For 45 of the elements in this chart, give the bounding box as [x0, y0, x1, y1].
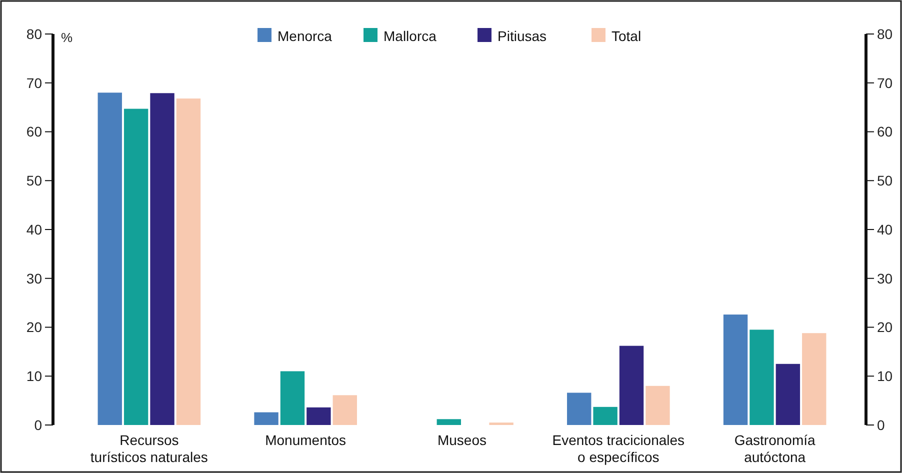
y-tick-label: 80: [26, 26, 42, 42]
y-tick-label: 0: [34, 416, 42, 433]
x-tick-label: Museos: [437, 432, 487, 448]
y2-tick-label: 20: [877, 319, 893, 336]
x-tick-label: Monumentos: [265, 432, 346, 448]
legend-label: Mallorca: [384, 28, 437, 44]
bar: [776, 364, 800, 425]
y-tick-label: 10: [26, 368, 42, 384]
legend-label: Total: [612, 28, 642, 44]
y-tick-label: 30: [26, 270, 42, 286]
y-axis-title: %: [61, 30, 73, 45]
bar: [436, 419, 461, 425]
y-tick-label: 20: [26, 319, 42, 336]
y2-tick-label: 30: [877, 270, 893, 286]
y2-tick-label: 80: [877, 26, 893, 42]
y-tick-label: 70: [26, 74, 42, 91]
y-tick-label: 60: [26, 124, 42, 140]
bar: [176, 98, 201, 425]
y2-tick-label: 50: [877, 172, 893, 189]
bar: [750, 330, 774, 425]
y2-tick-label: 70: [877, 74, 893, 91]
bar: [124, 108, 148, 425]
y2-tick-label: 40: [877, 221, 893, 238]
bar: [619, 346, 644, 425]
legend-label: Menorca: [278, 28, 332, 44]
bar: [306, 407, 331, 425]
legend-label: Pitiusas: [498, 28, 547, 44]
bar: [802, 333, 826, 425]
x-tick-label: Eventos tracicionales o específicos: [552, 432, 685, 465]
bar: [567, 392, 592, 425]
y-tick-label: 40: [26, 221, 42, 238]
bar: [646, 386, 670, 425]
bar: [280, 371, 305, 425]
y2-tick-label: 0: [877, 416, 885, 433]
bar: [593, 406, 618, 425]
y-tick-label: 50: [26, 172, 42, 189]
x-tick-label: Recursos turísticos naturales: [90, 432, 208, 465]
x-tick-label: Gastronomía autóctona: [734, 432, 816, 465]
bar: [254, 412, 278, 425]
y2-tick-label: 60: [877, 124, 893, 140]
bar: [98, 92, 122, 425]
bar: [723, 314, 748, 425]
y2-tick-label: 10: [877, 368, 893, 384]
bar: [332, 395, 357, 425]
bar: [150, 93, 174, 425]
